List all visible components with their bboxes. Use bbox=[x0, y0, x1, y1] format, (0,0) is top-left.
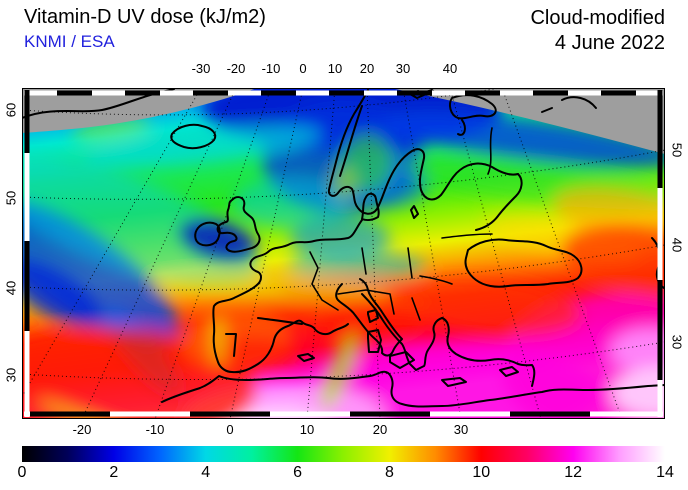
denmark-coast bbox=[361, 192, 380, 222]
iceland-coast bbox=[170, 123, 217, 150]
cyprus-island bbox=[499, 366, 519, 377]
map-border-zebra bbox=[24, 90, 663, 417]
mode-label: Cloud-modified bbox=[530, 7, 665, 29]
country-borders bbox=[309, 127, 493, 321]
ireland-coast bbox=[194, 221, 221, 247]
top-axis-tick-label: 40 bbox=[442, 61, 458, 76]
right-axis-tick-label: 50 bbox=[669, 142, 685, 158]
turkey-coast bbox=[441, 317, 536, 387]
colorbar-tick-label: 12 bbox=[564, 464, 583, 481]
corsica-coast bbox=[367, 309, 379, 323]
colorbar-tick-label: 6 bbox=[293, 464, 303, 481]
top-axis-tick-label: -20 bbox=[226, 61, 246, 76]
date-label: 4 June 2022 bbox=[554, 32, 665, 54]
bottom-axis-tick-label: -10 bbox=[145, 422, 165, 437]
left-axis-tick-label: 40 bbox=[3, 280, 19, 296]
colorbar-tick-label: 0 bbox=[17, 464, 27, 481]
baltic-coast bbox=[475, 173, 523, 231]
colorbar-tick-label: 14 bbox=[656, 464, 674, 481]
right-axis-tick-label: 40 bbox=[669, 237, 685, 253]
bottom-axis-tick-label: -20 bbox=[72, 422, 92, 437]
map-frame bbox=[22, 88, 665, 419]
bottom-axis-tick-label: 20 bbox=[372, 422, 388, 437]
sicily-coast bbox=[389, 351, 415, 369]
top-axis-tick-label: -10 bbox=[261, 61, 281, 76]
bottom-axis-tick-label: 10 bbox=[299, 422, 315, 437]
top-axis-tick-label: 30 bbox=[395, 61, 411, 76]
greenland-coast bbox=[22, 88, 175, 119]
credit-label: KNMI / ESA bbox=[24, 32, 115, 51]
colorbar-gradient bbox=[22, 446, 665, 462]
right-axis-tick-label: 30 bbox=[669, 334, 685, 350]
colorbar-tick-label: 8 bbox=[384, 464, 394, 481]
black-sea-coast bbox=[464, 238, 583, 288]
page-title: Vitamin-D UV dose (kJ/m2) bbox=[24, 6, 266, 28]
balkan-greece-coast bbox=[361, 293, 443, 371]
left-axis-tick-label: 50 bbox=[3, 190, 19, 206]
top-axis-tick-label: 10 bbox=[327, 61, 343, 76]
no-data-region bbox=[22, 88, 665, 154]
west-europe-coast bbox=[212, 219, 363, 374]
iberia-borders bbox=[225, 317, 303, 357]
top-axis-tick-label: -30 bbox=[191, 61, 211, 76]
crete-island bbox=[441, 377, 467, 387]
sardinia-coast bbox=[367, 329, 382, 353]
left-axis-tick-label: 60 bbox=[3, 102, 19, 118]
map-outline bbox=[22, 88, 665, 419]
great-britain-coast bbox=[216, 196, 261, 253]
europe-uv-field-map bbox=[22, 88, 665, 419]
scandinavia-coast bbox=[327, 89, 519, 215]
top-axis-tick-label: 0 bbox=[299, 61, 307, 76]
arctic-islands bbox=[541, 96, 597, 113]
colorbar-tick-label: 4 bbox=[201, 464, 211, 481]
balearic-islands bbox=[297, 353, 315, 362]
header-right: Cloud-modified 4 June 2022 bbox=[530, 6, 665, 56]
top-axis-tick-label: 20 bbox=[359, 61, 375, 76]
bottom-axis-tick-label: 0 bbox=[226, 422, 234, 437]
bottom-axis-tick-label: 30 bbox=[453, 422, 469, 437]
left-axis-tick-label: 30 bbox=[3, 367, 19, 383]
colorbar-tick-label: 10 bbox=[472, 464, 491, 481]
kola-white-sea-coast bbox=[449, 94, 497, 136]
colorbar-tick-label: 2 bbox=[109, 464, 119, 481]
gotland-island bbox=[410, 205, 419, 219]
italy-coast bbox=[335, 278, 403, 357]
north-africa-coast bbox=[161, 370, 665, 408]
norway-sweden-border bbox=[339, 105, 363, 177]
